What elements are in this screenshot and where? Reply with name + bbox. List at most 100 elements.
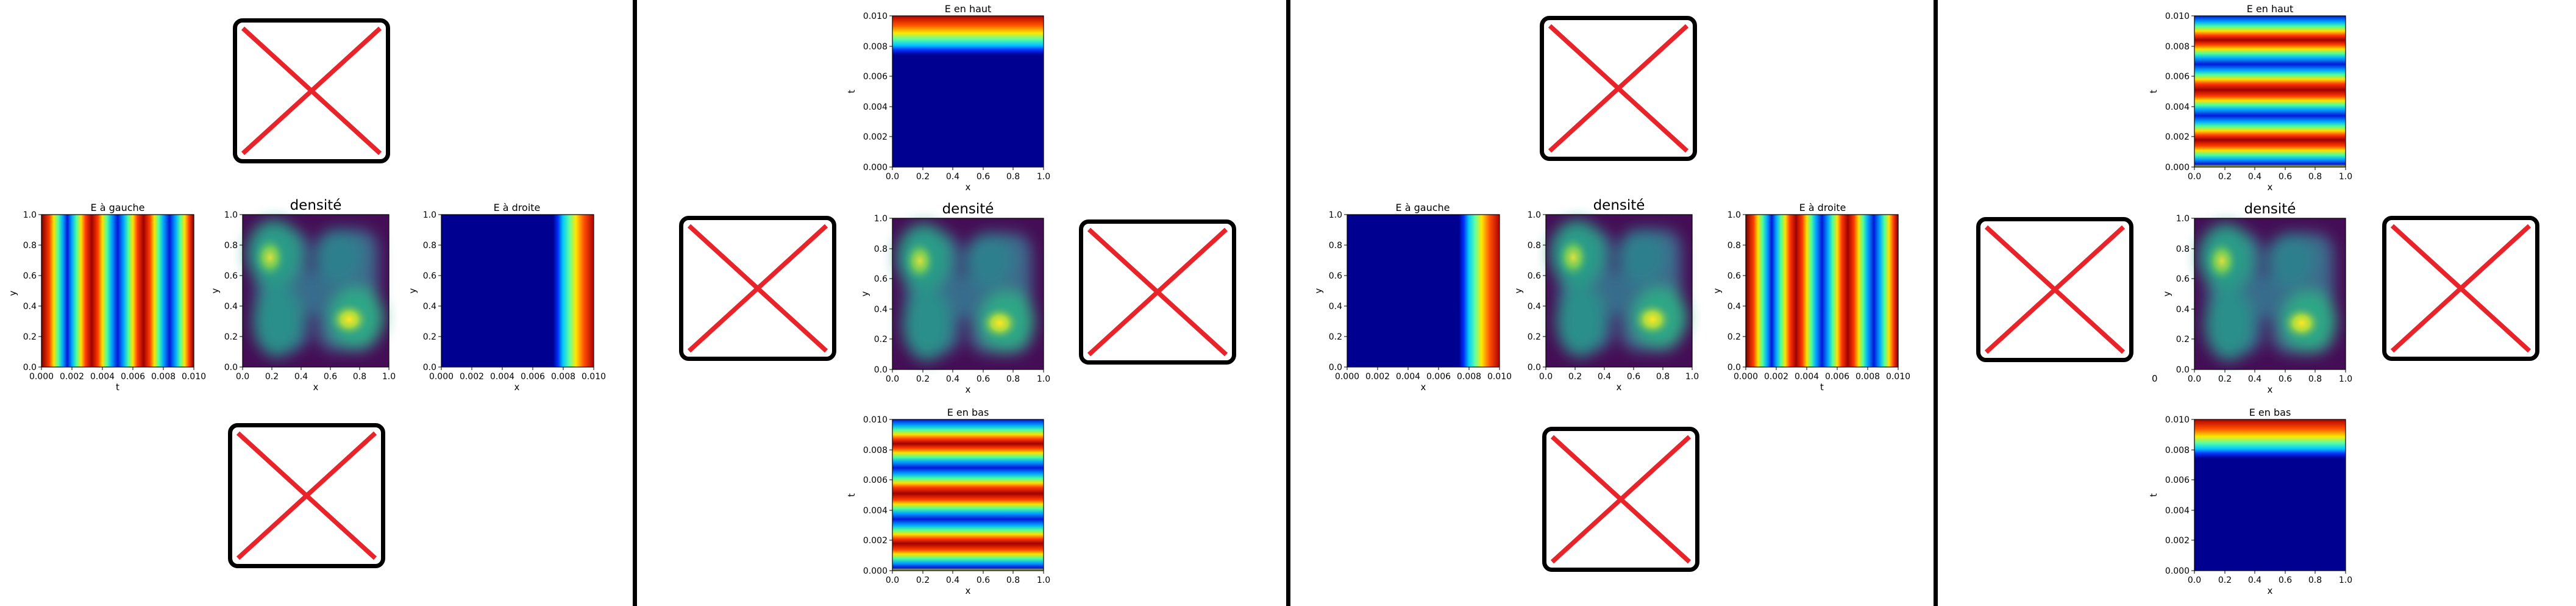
tick-label: 0.004 bbox=[2165, 506, 2190, 516]
x-axis: 0.0 0.2 0.4 0.6 0.8 1.0 x bbox=[1539, 367, 1699, 393]
tick-label: 0.2 bbox=[2218, 374, 2232, 384]
tick-label: 0.008 bbox=[151, 372, 176, 382]
y-axis-label: y bbox=[407, 288, 418, 293]
tick-label: 0.4 bbox=[2176, 305, 2190, 315]
plot-e-en-haut: E en haut 0.000 0.002 0.004 0.006 0.008 … bbox=[841, 3, 1050, 198]
tick-label: 0.4 bbox=[874, 305, 888, 315]
tick-label: 0.008 bbox=[863, 42, 888, 52]
heatmap-image bbox=[2194, 16, 2346, 167]
x-axis: 0.0 0.2 0.4 0.6 0.8 1.0 x bbox=[2188, 167, 2352, 193]
stray-zero-label: 0 bbox=[2152, 373, 2158, 384]
tick-label: 1.0 bbox=[1528, 210, 1541, 220]
tick-label: 0.2 bbox=[2218, 172, 2232, 182]
tick-label: 0.0 bbox=[1528, 363, 1541, 373]
tick-label: 0.8 bbox=[353, 372, 366, 382]
empty-slot-left[interactable] bbox=[679, 216, 836, 361]
tick-label: 0.8 bbox=[1727, 241, 1741, 251]
x-axis-label: x bbox=[966, 585, 971, 596]
tick-label: 0.6 bbox=[874, 274, 888, 284]
tick-label: 0.0 bbox=[1329, 363, 1342, 373]
tick-label: 0.0 bbox=[423, 363, 436, 373]
tick-label: 1.0 bbox=[2339, 576, 2352, 585]
empty-slot-bottom[interactable] bbox=[228, 423, 385, 568]
tick-label: 0.6 bbox=[1329, 271, 1342, 281]
tick-label: 0.000 bbox=[1335, 372, 1359, 382]
x-axis: 0.0 0.2 0.4 0.6 0.8 1.0 x bbox=[2188, 571, 2352, 596]
tick-label: 0.2 bbox=[224, 332, 238, 342]
heatmap-image bbox=[2194, 419, 2346, 571]
tick-label: 0.4 bbox=[946, 172, 959, 182]
y-axis: 0.0 0.2 0.4 0.6 0.8 1.0 y bbox=[210, 210, 243, 373]
empty-slot-bottom[interactable] bbox=[1542, 427, 1699, 572]
tick-label: 0.6 bbox=[977, 374, 990, 384]
tick-label: 0.010 bbox=[2165, 12, 2190, 21]
tick-label: 0.004 bbox=[863, 506, 888, 516]
empty-slot-top[interactable] bbox=[233, 18, 390, 163]
tick-label: 0.0 bbox=[2188, 374, 2201, 384]
x-axis: 0.000 0.002 0.004 0.006 0.008 0.010 x bbox=[429, 367, 606, 393]
tick-label: 0.4 bbox=[2248, 374, 2261, 384]
x-axis-label: x bbox=[2268, 384, 2273, 395]
tick-label: 0.4 bbox=[946, 374, 959, 384]
y-axis-label: y bbox=[1712, 288, 1723, 293]
tick-label: 0.002 bbox=[60, 372, 84, 382]
tick-label: 1.0 bbox=[1037, 172, 1050, 182]
empty-slot-top[interactable] bbox=[1540, 16, 1697, 161]
heatmap-image bbox=[1546, 215, 1692, 367]
y-axis-label: y bbox=[7, 290, 18, 296]
tick-label: 0.006 bbox=[521, 372, 545, 382]
tick-label: 0.8 bbox=[1006, 172, 1020, 182]
tick-label: 0.008 bbox=[551, 372, 575, 382]
tick-label: 0.002 bbox=[863, 132, 888, 142]
x-axis: 0.0 0.2 0.4 0.6 0.8 1.0 x bbox=[886, 369, 1050, 395]
tick-label: 1.0 bbox=[1037, 374, 1050, 384]
panel-separator-1 bbox=[633, 0, 637, 606]
tick-label: 0.010 bbox=[2165, 415, 2190, 425]
y-axis-label: t bbox=[846, 493, 857, 497]
panel-separator-2 bbox=[1286, 0, 1290, 606]
tick-label: 0.8 bbox=[1656, 372, 1670, 382]
plot-e-en-haut: E en haut 0.000 0.002 0.004 0.006 0.008 … bbox=[2142, 3, 2352, 198]
tick-label: 0.0 bbox=[2188, 172, 2201, 182]
x-axis: 0.000 0.002 0.004 0.006 0.008 0.010 t bbox=[1734, 367, 1910, 393]
empty-slot-right[interactable] bbox=[1079, 219, 1236, 365]
plot-title: E à droite bbox=[1799, 202, 1846, 213]
tick-label: 0.0 bbox=[23, 363, 37, 373]
x-axis-label: x bbox=[966, 384, 971, 395]
tick-label: 0.6 bbox=[1528, 271, 1541, 281]
tick-label: 0.2 bbox=[423, 332, 436, 342]
tick-label: 0.8 bbox=[874, 244, 888, 254]
tick-label: 0.2 bbox=[916, 172, 930, 182]
tick-label: 0.000 bbox=[1734, 372, 1758, 382]
plot-title: E en bas bbox=[947, 407, 989, 418]
x-axis: 0.000 0.002 0.004 0.006 0.008 0.010 x bbox=[1335, 367, 1512, 393]
tick-label: 0.0 bbox=[224, 363, 238, 373]
tick-label: 0.2 bbox=[916, 576, 930, 585]
tick-label: 0.000 bbox=[29, 372, 54, 382]
y-axis: 0.0 0.2 0.4 0.6 0.8 1.0 y bbox=[7, 210, 41, 373]
tick-label: 0.006 bbox=[2165, 72, 2190, 82]
tick-label: 0.4 bbox=[1727, 302, 1741, 312]
tick-label: 0.008 bbox=[863, 446, 888, 455]
tick-label: 0.002 bbox=[1365, 372, 1390, 382]
tick-label: 0.010 bbox=[863, 415, 888, 425]
x-axis-label: t bbox=[116, 382, 119, 393]
x-axis-label: x bbox=[2268, 585, 2273, 596]
empty-slot-right[interactable] bbox=[2382, 216, 2539, 361]
tick-label: 0.006 bbox=[2165, 476, 2190, 485]
tick-label: 0.6 bbox=[423, 271, 436, 281]
tick-label: 1.0 bbox=[423, 210, 436, 220]
empty-slot-left[interactable] bbox=[1976, 217, 2133, 362]
plot-densite: densité 0.0 0.2 0.4 0.6 0.8 1.0 y 0.0 0.… bbox=[207, 198, 402, 399]
tick-label: 1.0 bbox=[874, 214, 888, 224]
y-axis-label: y bbox=[859, 291, 870, 296]
tick-label: 0.000 bbox=[863, 163, 888, 173]
tick-label: 1.0 bbox=[2176, 214, 2190, 224]
plot-title: densité bbox=[942, 201, 994, 217]
tick-label: 0.004 bbox=[490, 372, 514, 382]
y-axis: 0.000 0.002 0.004 0.006 0.008 0.010 t bbox=[846, 12, 892, 173]
tick-label: 0.2 bbox=[1329, 332, 1342, 342]
tick-label: 0.4 bbox=[423, 302, 436, 312]
tick-label: 0.0 bbox=[886, 576, 899, 585]
heatmap-image bbox=[243, 215, 389, 367]
